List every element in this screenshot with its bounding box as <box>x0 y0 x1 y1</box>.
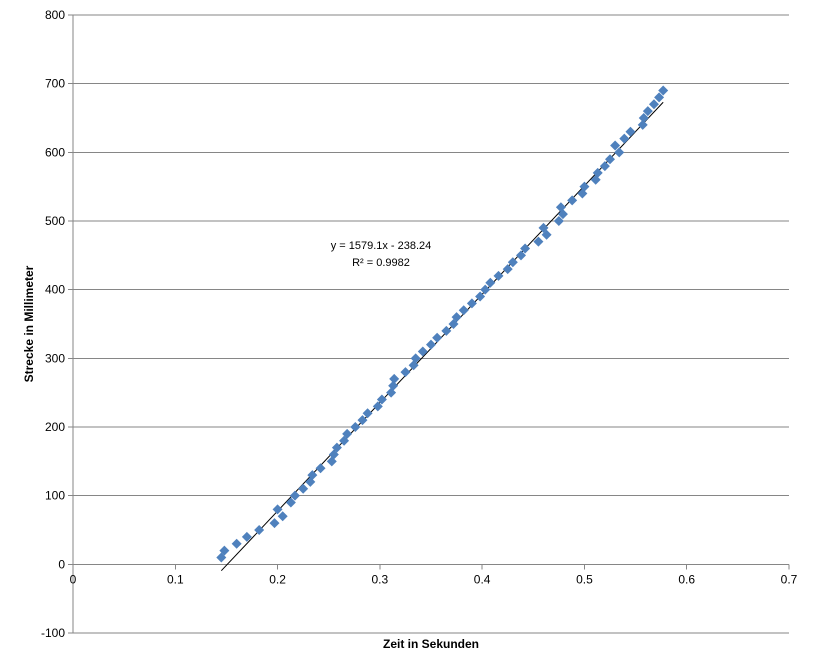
data-point <box>638 113 649 123</box>
data-point <box>350 422 361 432</box>
data-point <box>654 92 665 103</box>
data-point <box>400 367 411 378</box>
y-tick-label: 700 <box>45 77 65 91</box>
data-point <box>610 140 621 151</box>
data-point <box>485 277 496 288</box>
y-tick-label: 500 <box>45 214 65 228</box>
trendline-r-squared: R² = 0.9982 <box>352 257 410 269</box>
data-point <box>315 463 326 474</box>
data-point <box>658 85 669 96</box>
data-point <box>376 394 387 405</box>
tick-labels: -100 0 100 200 300 400 500 600 700 800 0 0.1 0.2 0.3 0… <box>41 8 798 640</box>
data-point <box>298 483 309 494</box>
data-point <box>502 264 513 275</box>
data-point <box>357 415 368 426</box>
y-tick-label: 100 <box>45 489 65 503</box>
axes <box>68 14 790 634</box>
data-points <box>216 85 669 563</box>
x-tick-label: 0.6 <box>678 572 695 586</box>
x-tick-label: 0.5 <box>576 572 593 586</box>
data-point <box>269 518 280 529</box>
data-point <box>507 257 518 268</box>
data-point <box>272 504 283 515</box>
data-point <box>458 305 469 316</box>
data-point <box>417 346 428 357</box>
data-point <box>614 147 625 158</box>
data-point <box>241 531 252 542</box>
data-point <box>605 154 615 165</box>
data-point <box>567 195 578 206</box>
data-point <box>625 126 636 137</box>
data-point <box>533 236 544 247</box>
data-point <box>254 525 265 535</box>
data-point <box>432 332 443 343</box>
data-point <box>648 99 659 110</box>
y-tick-label: 0 <box>58 557 65 571</box>
data-point <box>451 312 462 323</box>
data-point <box>557 209 568 220</box>
data-point <box>389 373 400 384</box>
x-tick-label: 0 <box>70 572 77 586</box>
data-point <box>285 497 296 508</box>
data-point <box>541 229 552 240</box>
data-point <box>410 353 421 364</box>
data-point <box>289 490 300 501</box>
y-tick-label: 200 <box>45 420 65 434</box>
y-tick-label: 400 <box>45 283 65 297</box>
data-point <box>642 106 653 117</box>
y-tick-label: 800 <box>45 8 65 22</box>
data-point <box>441 325 452 336</box>
data-point <box>307 470 318 481</box>
data-point <box>372 401 383 412</box>
data-point <box>592 167 603 178</box>
data-point <box>579 181 590 192</box>
y-tick-label: 300 <box>45 351 65 365</box>
y-axis-title: Strecke in Millimeter <box>22 265 36 382</box>
x-tick-label: 0.7 <box>781 572 798 586</box>
trendline-equation: y = 1579.1x - 238.24 <box>331 240 432 252</box>
x-tick-label: 0.2 <box>269 572 286 586</box>
data-point <box>599 161 610 172</box>
x-axis-title: Zeit in Sekunden <box>383 637 479 651</box>
data-point <box>516 250 527 261</box>
data-point <box>231 538 242 549</box>
data-point <box>553 216 564 226</box>
x-tick-label: 0.3 <box>372 572 389 586</box>
data-point <box>520 243 531 254</box>
data-point <box>426 339 436 350</box>
data-point <box>277 511 288 522</box>
data-point <box>388 380 399 391</box>
data-point <box>475 291 486 302</box>
y-tick-label: 600 <box>45 145 65 159</box>
data-point <box>637 119 648 130</box>
data-point <box>362 408 373 419</box>
data-point <box>331 442 342 453</box>
x-tick-label: 0.1 <box>167 572 184 586</box>
x-tick-label: 0.4 <box>474 572 491 586</box>
data-point <box>219 545 230 556</box>
data-point <box>619 133 630 144</box>
y-tick-label: -100 <box>41 626 65 640</box>
data-point <box>466 298 477 309</box>
data-point <box>493 270 504 281</box>
data-point <box>480 284 491 295</box>
data-point <box>342 428 353 439</box>
gridlines <box>73 14 789 634</box>
